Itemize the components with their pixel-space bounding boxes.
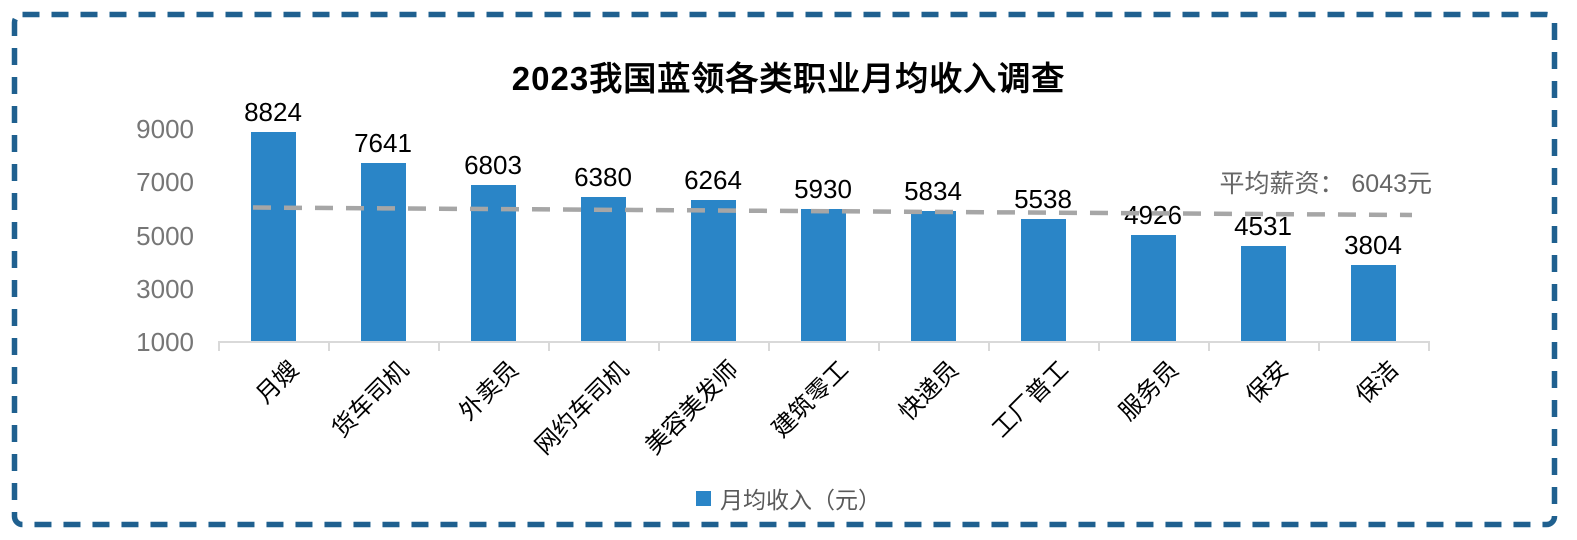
bar (690, 199, 736, 341)
bar (1240, 245, 1286, 341)
chart-title: 2023我国蓝领各类职业月均收入调查 (511, 60, 1066, 97)
bar (800, 208, 846, 341)
bar (250, 131, 296, 341)
x-axis-tick-mark (328, 341, 330, 351)
x-axis-tick-mark (1428, 341, 1430, 351)
x-axis-category-label: 外卖员 (454, 356, 525, 427)
x-axis-category-label: 工厂普工 (987, 356, 1075, 443)
x-axis-tick-mark (1318, 341, 1320, 351)
legend-label: 月均收入（元） (720, 487, 881, 513)
bar (1020, 219, 1066, 341)
x-axis-category-label: 保安 (1241, 356, 1295, 410)
x-axis-category-label: 货车司机 (327, 356, 415, 443)
legend-swatch-icon (696, 490, 711, 506)
x-axis-line (218, 341, 1428, 343)
x-axis-category-label: 服务员 (1114, 356, 1185, 427)
x-axis-category-label: 建筑零工 (767, 356, 855, 443)
x-axis-category-label: 快递员 (894, 356, 965, 427)
bar-value-label: 6380 (574, 161, 632, 192)
y-axis-tick-label: 5000 (136, 220, 194, 251)
bar-value-label: 3804 (1344, 230, 1402, 261)
x-axis-category-label: 网约车司机 (530, 356, 635, 460)
bar (360, 163, 406, 341)
x-axis-tick-mark (1208, 341, 1210, 351)
x-axis-category-label: 保洁 (1351, 356, 1405, 410)
bar (1350, 265, 1396, 341)
x-axis-tick-mark (658, 341, 660, 351)
bar-value-label: 5834 (904, 176, 962, 207)
x-axis-tick-mark (218, 341, 220, 351)
y-axis-tick-label: 7000 (136, 167, 194, 198)
legend: 月均收入（元） (0, 481, 1577, 515)
y-axis-tick-label: 9000 (136, 114, 194, 144)
x-axis-tick-mark (768, 341, 770, 351)
x-axis-tick-mark (548, 341, 550, 351)
bar-value-label: 6803 (464, 150, 522, 181)
x-axis-category-label: 美容美发师 (640, 356, 745, 460)
x-axis-category-label: 月嫂 (251, 356, 305, 410)
bar-value-label: 6264 (684, 164, 742, 195)
bar (470, 185, 516, 341)
x-axis-tick-mark (1098, 341, 1100, 351)
y-axis-tick-label: 1000 (136, 327, 194, 357)
average-line-label: 平均薪资： 6043元 (1219, 170, 1432, 198)
bar (910, 211, 956, 341)
bar (1130, 235, 1176, 341)
x-axis-tick-mark (878, 341, 880, 351)
y-axis-tick-label: 3000 (136, 273, 194, 304)
bar-value-label: 7641 (354, 128, 412, 159)
x-axis-tick-mark (988, 341, 990, 351)
bar (580, 196, 626, 341)
bar-value-label: 5930 (794, 173, 852, 204)
bar-value-label: 8824 (244, 96, 302, 127)
x-axis-tick-mark (438, 341, 440, 351)
